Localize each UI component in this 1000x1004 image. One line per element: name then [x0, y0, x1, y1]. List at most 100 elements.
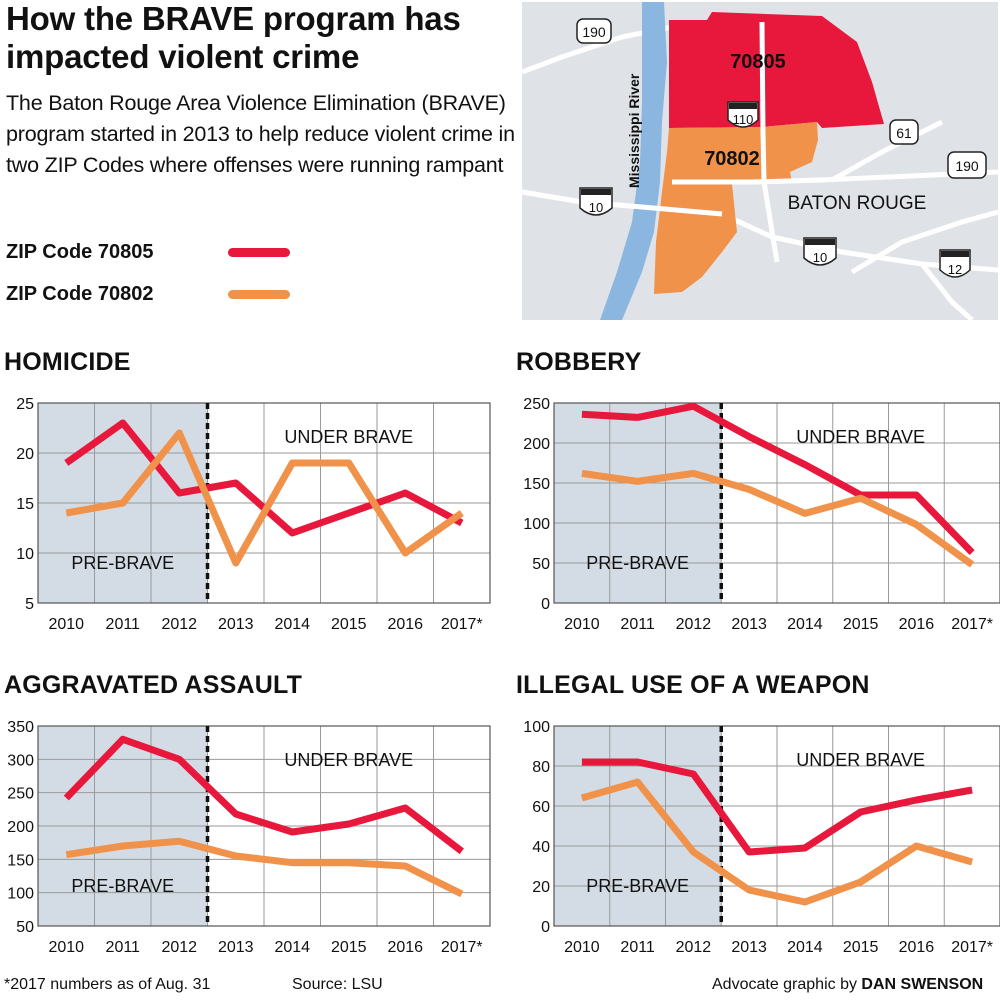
y-tick-label: 300: [7, 752, 34, 769]
legend-item-70805: ZIP Code 70805: [6, 237, 306, 267]
legend-swatch: [228, 290, 290, 299]
shield-number: 110: [733, 112, 754, 127]
legend-label: ZIP Code 70802: [6, 283, 154, 305]
illegal-weapon-chart: 0 20 40 60 80 100 2010 2011 2012 2013 2014 2015 2016…: [523, 719, 1000, 956]
y-tick-label: 100: [523, 516, 550, 533]
plot-frame: [37, 725, 491, 927]
us-highway-61-shield: 61: [889, 119, 919, 145]
y-tick-label: 0: [541, 919, 550, 936]
shield-number: 190: [955, 158, 979, 174]
pre-brave-shading: [554, 403, 722, 603]
series-line-70802: [65, 429, 464, 567]
map-label-city: BATON ROUGE: [788, 193, 927, 214]
interstate-12-shield: 12: [939, 249, 971, 278]
zip-code-map: 70805 70802 BATON ROUGE Mississippi Rive…: [522, 2, 998, 320]
x-tick-label: 2015: [843, 616, 879, 633]
map-zip-70805-area: [669, 12, 884, 128]
x-tick-label: 2012: [676, 939, 712, 956]
page-subtitle: The Baton Rouge Area Violence Eliminatio…: [6, 91, 515, 177]
series-line-70805: [63, 735, 464, 855]
x-tick-label: 2010: [48, 616, 84, 633]
map-label-70802: 70802: [704, 148, 760, 170]
y-tick-label: 60: [532, 799, 550, 816]
us-highway-190-east-shield: 190: [947, 151, 987, 179]
x-tick-label: 2014: [274, 939, 310, 956]
aggravated-assault-chart: 50 100 150 200 250 300 350 2010 2011 2012 2013 2014…: [7, 719, 491, 956]
y-tick-label: 250: [7, 786, 34, 803]
pre-brave-label: PRE-BRAVE: [586, 876, 689, 896]
x-tick-label: 2011: [620, 939, 655, 956]
x-tick-label: 2015: [843, 939, 879, 956]
under-brave-label: UNDER BRAVE: [284, 750, 413, 770]
us-highway-190-shield: 190: [576, 18, 612, 44]
x-tick-label: 2012: [161, 616, 197, 633]
shield-number: 190: [582, 24, 606, 40]
map-zip-70802-area: [654, 122, 818, 294]
plot-frame: [37, 402, 491, 604]
legend-swatch: [228, 248, 290, 257]
y-tick-label: 200: [523, 436, 550, 453]
x-tick-label: 2010: [564, 939, 600, 956]
x-tick-label: 2017*: [951, 939, 993, 956]
legend-label: ZIP Code 70805: [6, 241, 154, 263]
interstate-10-west-shield: 10: [579, 187, 613, 216]
x-tick-label: 2013: [731, 939, 767, 956]
pre-brave-shading: [554, 726, 722, 926]
x-tick-label: 2016: [899, 616, 935, 633]
page-title: How the BRAVE program has impacted viole…: [6, 0, 461, 75]
pre-brave-label: PRE-BRAVE: [71, 553, 174, 573]
pre-brave-label: PRE-BRAVE: [71, 876, 174, 896]
series-line-70802: [580, 778, 974, 906]
y-tick-label: 150: [523, 476, 550, 493]
x-tick-label: 2010: [48, 939, 84, 956]
chart-title-homicide: HOMICIDE: [4, 348, 131, 376]
x-tick-label: 2013: [218, 939, 254, 956]
pre-brave-label: PRE-BRAVE: [586, 553, 689, 573]
plot-frame: [553, 725, 1000, 927]
x-tick-label: 2015: [331, 616, 367, 633]
x-tick-label: 2017*: [441, 616, 483, 633]
y-tick-label: 80: [532, 759, 550, 776]
shield-number: 10: [589, 200, 603, 215]
y-tick-label: 100: [523, 719, 550, 736]
y-tick-label: 0: [541, 596, 550, 613]
y-tick-label: 100: [7, 886, 34, 903]
source-note: Source: LSU: [292, 976, 383, 993]
x-tick-label: 2015: [331, 939, 367, 956]
x-tick-label: 2016: [387, 939, 423, 956]
map-river: [600, 2, 667, 320]
shield-number: 61: [896, 125, 912, 141]
y-tick-label: 40: [532, 839, 550, 856]
map-label-river: Mississippi River: [626, 73, 642, 188]
y-tick-label: 10: [16, 546, 34, 563]
x-tick-label: 2012: [676, 616, 712, 633]
x-tick-label: 2012: [161, 939, 197, 956]
under-brave-label: UNDER BRAVE: [284, 427, 413, 447]
map-label-70805: 70805: [730, 51, 786, 73]
x-tick-label: 2017*: [951, 616, 993, 633]
legend-item-70802: ZIP Code 70802: [6, 279, 306, 309]
y-tick-label: 20: [16, 446, 34, 463]
robbery-chart: 0 50 100 150 200 250 2010 2011 2012 2013 2014 2015 2…: [523, 396, 1000, 633]
series-line-70802: [65, 837, 464, 898]
plot-frame: [553, 402, 1000, 604]
x-tick-label: 2011: [620, 616, 655, 633]
under-brave-label: UNDER BRAVE: [796, 427, 925, 447]
x-tick-label: 2014: [787, 616, 823, 633]
y-tick-label: 50: [16, 919, 34, 936]
interstate-110-shield: 110: [727, 101, 759, 128]
x-tick-label: 2014: [274, 616, 310, 633]
credit-name: DAN SWENSON: [861, 976, 984, 993]
x-tick-label: 2014: [787, 939, 823, 956]
y-tick-label: 200: [7, 819, 34, 836]
y-tick-label: 5: [25, 596, 34, 613]
y-tick-label: 350: [7, 719, 34, 736]
homicide-chart: 5 10 15 20 25 2010 2011 2012 2013 2014 2015 2016 201…: [16, 396, 491, 633]
y-tick-label: 25: [16, 396, 34, 413]
y-tick-label: 150: [7, 852, 34, 869]
chart-title-aggravated-assault: AGGRAVATED ASSAULT: [4, 671, 303, 699]
x-tick-label: 2013: [731, 616, 767, 633]
x-tick-label: 2013: [218, 616, 254, 633]
x-tick-label: 2010: [564, 616, 600, 633]
x-tick-label: 2011: [106, 616, 141, 633]
